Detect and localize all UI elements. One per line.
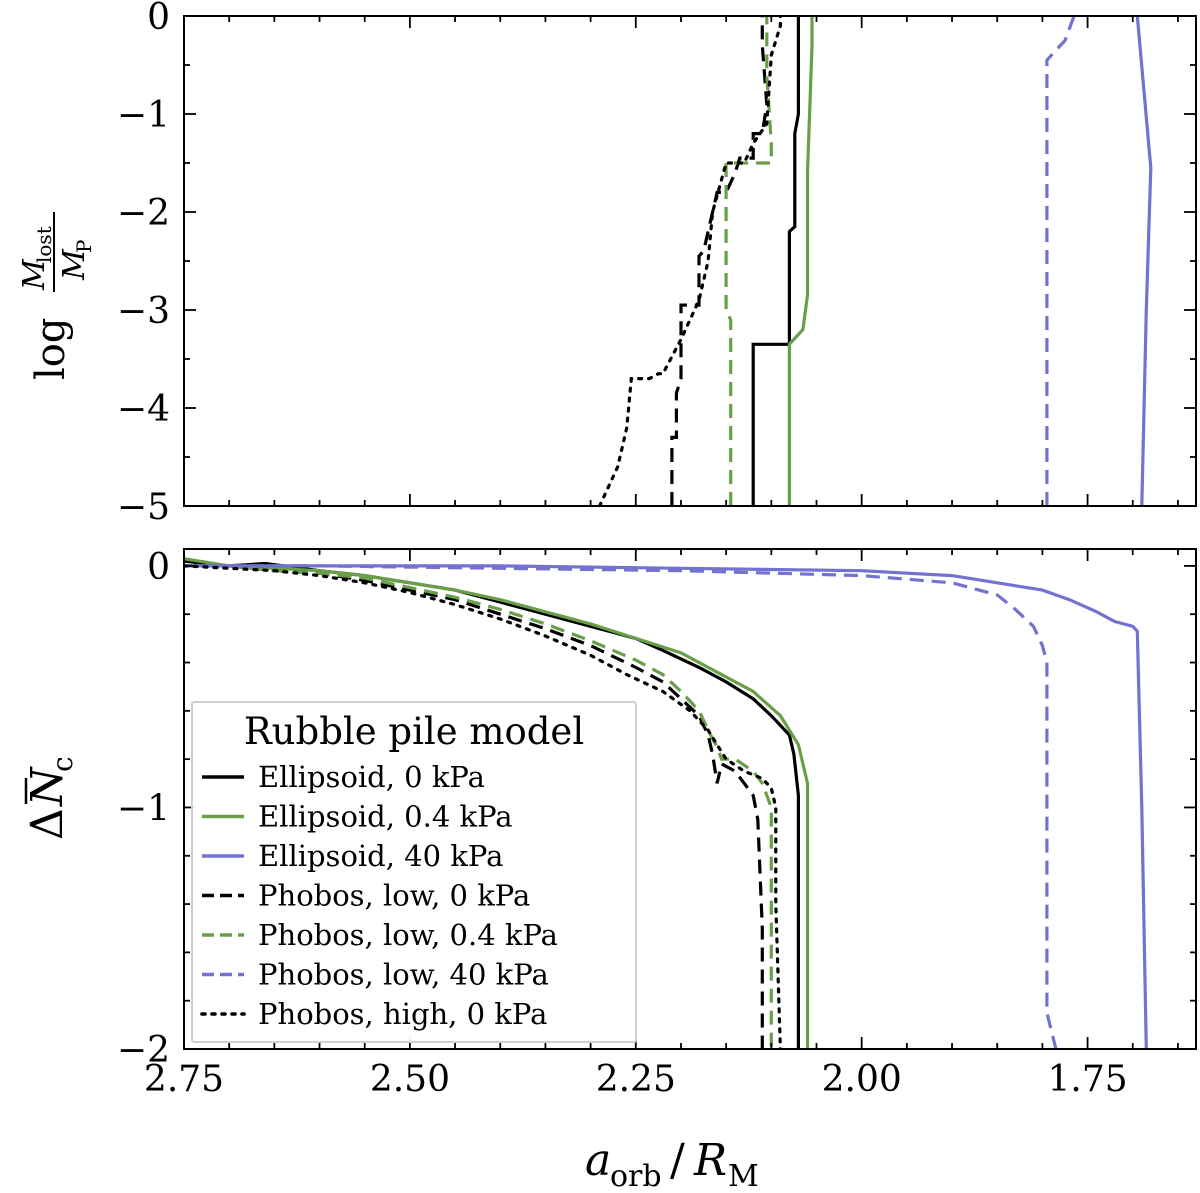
legend-label: Ellipsoid, 0.4 kPa: [258, 800, 513, 834]
xlabel-second: R: [693, 1135, 727, 1186]
top-ylabel-denominator-sub: P: [72, 240, 96, 253]
bottom-y-axis-title: Δ N c: [22, 756, 79, 840]
legend-label: Phobos, low, 40 kPa: [258, 958, 549, 992]
series-group: [184, 557, 1148, 1049]
top-ylabel-prefix: log: [28, 318, 74, 380]
series-line-ellipsoid-0-kpa: [751, 16, 801, 506]
bottom-ylabel-prefix: Δ: [22, 808, 73, 840]
x-tick-label: 2.25: [596, 1059, 676, 1100]
legend-label: Phobos, low, 0 kPa: [258, 879, 530, 913]
xlabel-main: a: [585, 1135, 611, 1186]
series-line-ellipsoid-0-4-kpa: [787, 16, 814, 506]
axes-frame: [183, 548, 1197, 1050]
top-panel: 0 −1 −2 −3 −4 −5: [117, 0, 1197, 528]
top-ylabel-numerator: M: [17, 258, 52, 291]
legend-title: Rubble pile model: [244, 710, 584, 753]
y-tick-label: 0: [147, 547, 170, 588]
axes-frame: [183, 15, 1197, 507]
bottom-ylabel-sub: c: [46, 756, 79, 772]
series-line-phobos-low-0-4-kpa: [724, 16, 773, 506]
series-line-phobos-low-0-kpa: [184, 564, 764, 1049]
series-line-ellipsoid-40-kpa: [184, 564, 1148, 1049]
x-tick-label: 2.75: [144, 1059, 224, 1100]
xlabel-divider: /: [670, 1135, 685, 1186]
series-line-phobos-high-0-kpa: [597, 16, 783, 506]
series-line-ellipsoid-0-4-kpa: [184, 557, 810, 1049]
legend-label: Ellipsoid, 0 kPa: [258, 760, 485, 794]
y-tick-label: 0: [147, 0, 170, 38]
series-line-phobos-low-40-kpa: [1045, 16, 1076, 506]
series-line-phobos-low-40-kpa: [184, 564, 1058, 1049]
legend-label: Phobos, high, 0 kPa: [258, 997, 547, 1031]
x-tick-label: 1.75: [1047, 1059, 1127, 1100]
top-ylabel-numerator-sub: lost: [32, 226, 56, 263]
x-tick-label: 2.00: [822, 1059, 902, 1100]
legend: Rubble pile model Ellipsoid, 0 kPa Ellipso…: [191, 701, 637, 1043]
y-tick-label: −1: [117, 788, 170, 829]
x-axis-title: a orb / R M: [585, 1135, 759, 1193]
series-group: [597, 16, 1153, 506]
y-tick-label: −2: [117, 193, 170, 234]
top-y-axis-title: log M lost M P: [17, 212, 96, 380]
y-tick-label: −5: [117, 487, 170, 528]
series-line-ellipsoid-40-kpa: [1135, 16, 1153, 506]
legend-label: Phobos, low, 0.4 kPa: [258, 918, 558, 952]
x-tick-label: 2.50: [370, 1059, 450, 1100]
y-tick-label: −4: [117, 389, 170, 430]
bottom-ylabel-symbol: N: [22, 766, 73, 807]
y-tick-label: −2: [117, 1030, 170, 1071]
legend-box: [191, 701, 637, 1043]
top-ylabel-denominator: M: [57, 248, 92, 281]
xlabel-second-sub: M: [728, 1159, 759, 1193]
y-tick-label: −1: [117, 95, 170, 136]
series-line-phobos-high-0-kpa: [184, 564, 783, 1049]
xlabel-main-sub: orb: [610, 1159, 662, 1193]
y-tick-label: −3: [117, 291, 170, 332]
series-line-phobos-low-0-kpa: [670, 16, 769, 506]
legend-label: Ellipsoid, 40 kPa: [258, 839, 503, 873]
bottom-panel: 2.75 2.50 2.25 2.00 1.75 0 −1 −2: [117, 547, 1197, 1100]
